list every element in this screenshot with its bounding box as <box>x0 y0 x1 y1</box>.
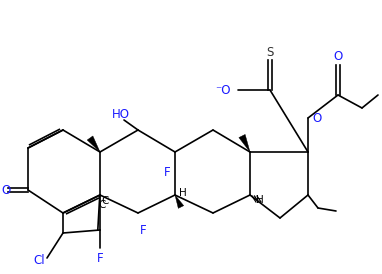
Text: O: O <box>2 184 11 196</box>
Text: Cl: Cl <box>33 255 45 267</box>
Text: F: F <box>164 165 170 178</box>
Text: HO: HO <box>112 109 130 121</box>
Text: ⁻O: ⁻O <box>215 84 231 96</box>
Text: F: F <box>140 224 146 238</box>
Text: O: O <box>333 50 343 64</box>
Text: S: S <box>266 45 274 59</box>
Text: H: H <box>179 188 187 198</box>
Text: H: H <box>256 195 264 205</box>
Polygon shape <box>87 136 100 152</box>
Text: C: C <box>98 200 106 210</box>
Polygon shape <box>175 195 184 208</box>
Text: F: F <box>97 252 103 264</box>
Text: O: O <box>312 112 322 124</box>
Polygon shape <box>239 135 250 152</box>
Text: C: C <box>101 196 109 206</box>
